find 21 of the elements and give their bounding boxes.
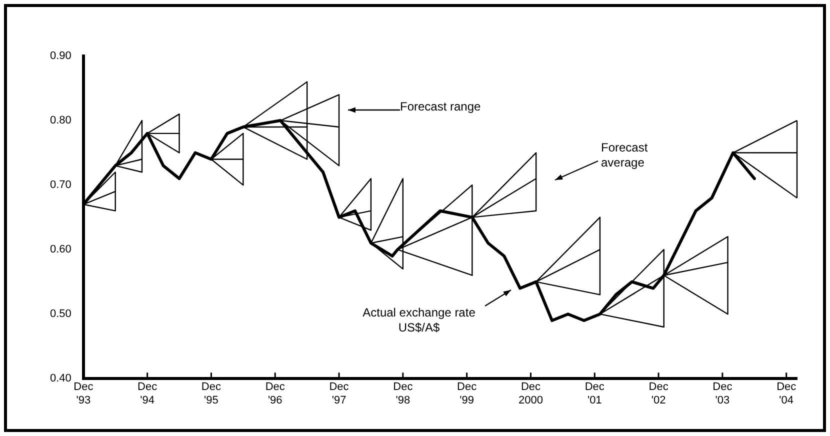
x-tick-label: Dec '98 — [393, 381, 414, 406]
annotation: Actual exchange rate US$/A$ — [362, 305, 476, 334]
x-tick-label: Dec '04 — [776, 381, 797, 406]
annotation: Forecast average — [601, 140, 648, 170]
x-tick-label: Dec '01 — [584, 381, 605, 406]
x-tick-label: Dec '97 — [329, 381, 350, 406]
annotation: Forecast range — [400, 99, 482, 114]
x-tick-label: Dec '94 — [138, 381, 158, 406]
x-tick-label: Dec '95 — [201, 381, 222, 406]
x-tick-label: Dec '99 — [457, 381, 478, 406]
y-tick-label: 0.60 — [50, 244, 72, 256]
y-tick-label: 0.40 — [50, 372, 72, 385]
y-tick-label: 0.70 — [50, 179, 72, 192]
x-tick-label: Dec '03 — [712, 381, 733, 406]
x-tick-label: Dec 2000 — [518, 381, 543, 406]
x-tick-label: Dec '96 — [265, 381, 286, 406]
x-tick-label: Dec '93 — [74, 381, 94, 406]
x-tick-label: Dec '02 — [648, 381, 669, 406]
y-tick-label: 0.50 — [50, 308, 72, 320]
y-tick-label: 0.90 — [50, 50, 72, 62]
y-tick-label: 0.80 — [50, 114, 72, 127]
